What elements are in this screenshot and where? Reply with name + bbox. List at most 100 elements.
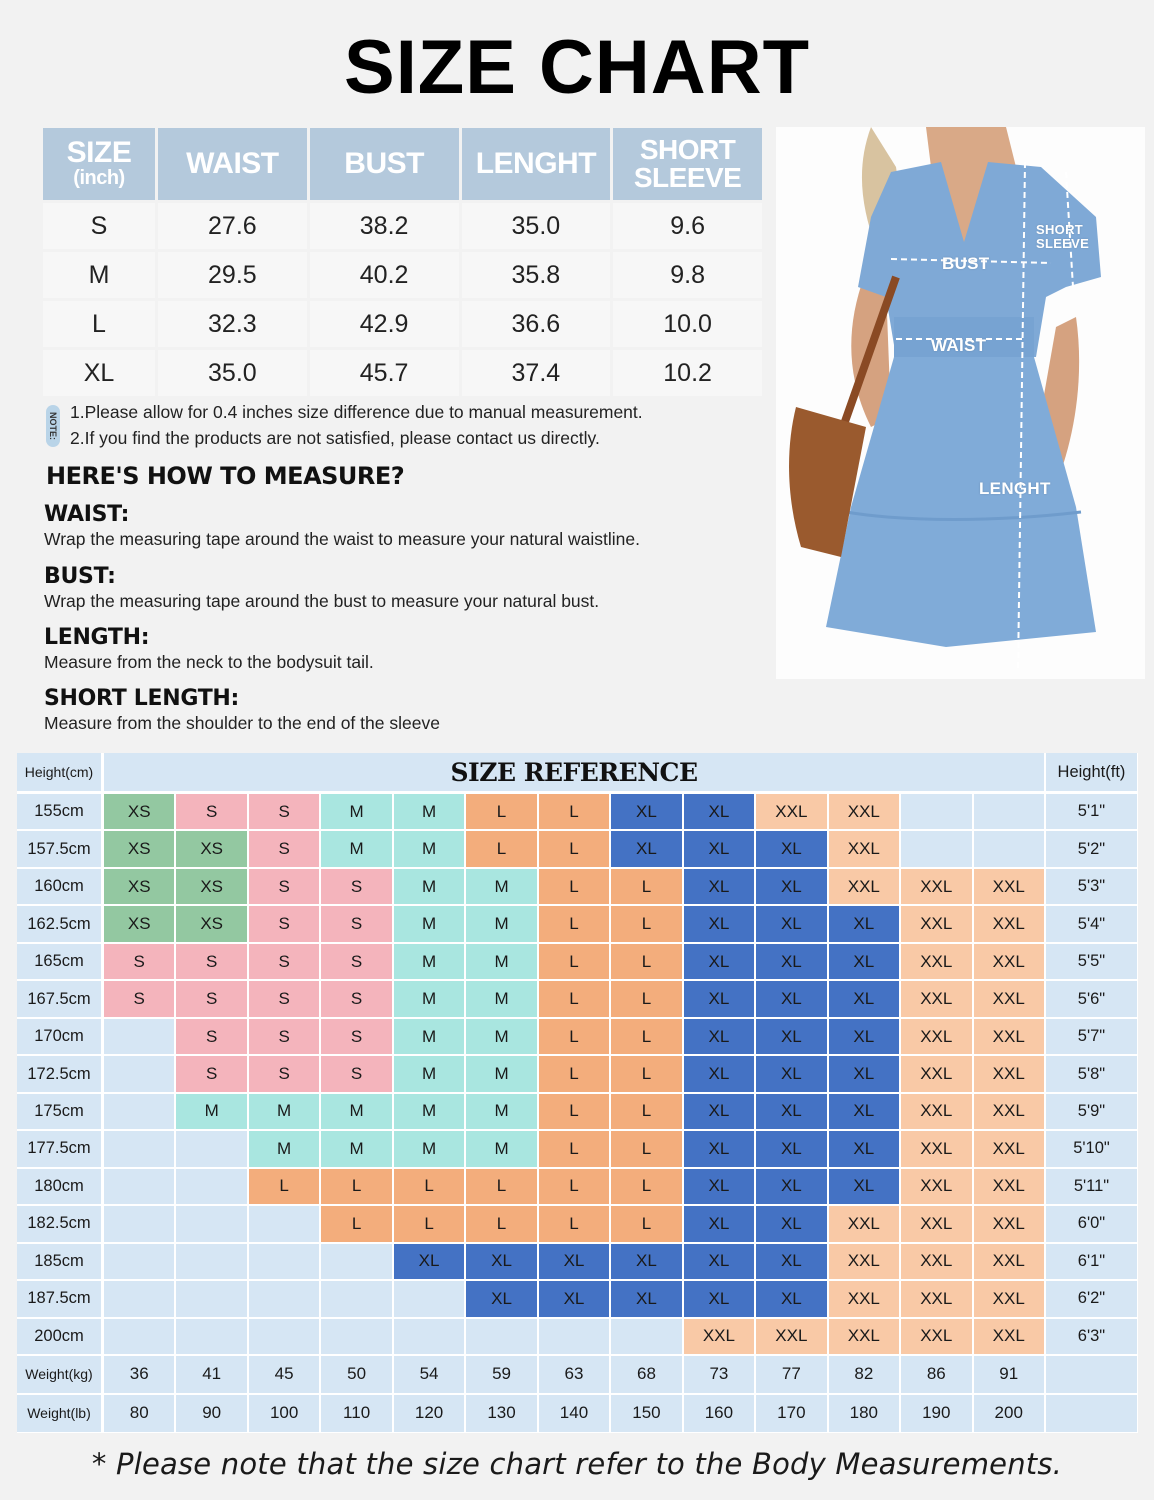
weight-kg-cell: 59 xyxy=(466,1356,537,1393)
short-sleeve-label: SHORT SLEEVE xyxy=(1036,222,1090,251)
size-cell-xxl: XXL xyxy=(901,1168,972,1205)
size-cell-xl: XL xyxy=(538,1281,610,1317)
size-cell-xl: XL xyxy=(683,906,755,942)
size-cell-xl: XL xyxy=(611,794,682,830)
weight-lb-cell: 190 xyxy=(901,1394,972,1432)
measurement-cell: 10.2 xyxy=(613,350,762,396)
empty-cell xyxy=(248,1281,320,1317)
height-ft-cell: 6'0" xyxy=(1045,1206,1137,1242)
height-cm-cell: 175cm xyxy=(17,1093,101,1130)
height-cm-cell: 165cm xyxy=(17,943,101,980)
size-cell-xl: XL xyxy=(466,1281,537,1317)
size-cell-xl: XL xyxy=(683,981,755,1017)
empty-cell xyxy=(104,1243,175,1280)
height-ft-cell: 6'3" xyxy=(1045,1318,1137,1355)
inch-table-header: SIZE (inch) WAIST BUST LENGHT SHORT SLEEVE xyxy=(43,128,762,200)
measure-description: Measure from the shoulder to the end of … xyxy=(44,713,440,733)
size-cell-xl: XL xyxy=(756,1018,827,1055)
size-cell-xxl: XXL xyxy=(901,1018,972,1055)
size-cell-xxl: XXL xyxy=(901,943,972,980)
height-cm-cell: 157.5cm xyxy=(17,831,101,867)
size-cell-xl: XL xyxy=(466,1243,537,1280)
size-cell-xxl: XXL xyxy=(828,831,900,867)
size-cell-s: S xyxy=(176,1056,247,1092)
empty-cell xyxy=(104,1281,175,1317)
empty-cell xyxy=(321,1318,392,1355)
empty-cell xyxy=(176,1168,247,1205)
empty-cell xyxy=(248,1243,320,1280)
size-cell-m: M xyxy=(176,1093,247,1130)
measurement-cell: 35.0 xyxy=(461,203,611,249)
size-cell-xxl: XXL xyxy=(973,906,1044,942)
size-cell-s: S xyxy=(176,794,247,830)
size-cell-l: L xyxy=(611,1206,682,1242)
weight-kg-cell: 41 xyxy=(176,1356,247,1393)
size-cell-m: M xyxy=(321,1131,392,1167)
weight-kg-cell: 91 xyxy=(973,1356,1044,1393)
measure-description: Wrap the measuring tape around the bust … xyxy=(44,591,600,611)
dress-model-photo: SHORT SLEEVE BUST WAIST LENGHT xyxy=(776,127,1145,679)
measure-heading: LENGTH: xyxy=(44,625,150,650)
measurement-cell: 38.2 xyxy=(309,203,459,249)
footer-note: * Please note that the size chart refer … xyxy=(91,1447,1063,1481)
size-cell-s: S xyxy=(248,906,320,942)
size-cell-xl: XL xyxy=(756,906,827,942)
size-cell-xxl: XXL xyxy=(901,1131,972,1167)
size-cell-l: L xyxy=(466,1206,537,1242)
size-cell-xl: XL xyxy=(683,1056,755,1092)
weight-kg-cell: 73 xyxy=(683,1356,755,1393)
size-cell-s: S xyxy=(248,981,320,1017)
size-cell-s: S xyxy=(248,1018,320,1055)
size-cell-xl: XL xyxy=(393,1243,465,1280)
size-cell-xl: XL xyxy=(683,1206,755,1242)
weight-kg-cell: 36 xyxy=(104,1356,175,1393)
header-short-sleeve: SHORT SLEEVE xyxy=(613,128,762,200)
note-badge: NOTE: xyxy=(46,405,60,447)
size-cell-m: M xyxy=(321,831,392,867)
height-cm-cell: 187.5cm xyxy=(17,1281,101,1317)
size-cell-xxl: XXL xyxy=(828,1206,900,1242)
size-cell-l: L xyxy=(321,1206,392,1242)
size-cell-xxl: XXL xyxy=(901,1281,972,1317)
size-cell-l: L xyxy=(538,906,610,942)
size-cell-xl: XL xyxy=(828,981,900,1017)
measure-heading: SHORT LENGTH: xyxy=(44,686,240,711)
weight-lb-cell: 130 xyxy=(466,1394,537,1432)
size-cell-l: L xyxy=(393,1168,465,1205)
size-cell-l: L xyxy=(538,943,610,980)
size-cell-xs: XS xyxy=(104,868,175,905)
size-cell-m: M xyxy=(466,981,537,1017)
size-cell-s: S xyxy=(248,831,320,867)
size-cell-xxl: XXL xyxy=(973,943,1044,980)
empty-cell xyxy=(104,1018,175,1055)
weight-lb-cell: 140 xyxy=(538,1394,610,1432)
size-cell-s: S xyxy=(248,1056,320,1092)
size-cell-xxl: XXL xyxy=(901,906,972,942)
size-cell-xxl: XXL xyxy=(973,981,1044,1017)
weight-lb-cell: 80 xyxy=(104,1394,175,1432)
size-cell-xs: XS xyxy=(176,906,247,942)
size-cell-xl: XL xyxy=(756,981,827,1017)
size-cell-xl: XL xyxy=(828,1131,900,1167)
size-cell-xl: XL xyxy=(683,831,755,867)
size-cell-xl: XL xyxy=(683,1168,755,1205)
empty-cell xyxy=(104,1168,175,1205)
measurement-cell: 42.9 xyxy=(309,301,459,347)
weight-lb-cell: 180 xyxy=(828,1394,900,1432)
height-cm-cell: 182.5cm xyxy=(17,1206,101,1242)
size-cell-m: M xyxy=(466,868,537,905)
measurement-cell: 35.0 xyxy=(158,350,307,396)
size-cell-s: S xyxy=(176,943,247,980)
size-cell-m: M xyxy=(248,1093,320,1130)
size-cell-l: L xyxy=(538,868,610,905)
size-cell-xl: XL xyxy=(683,868,755,905)
size-cell-m: M xyxy=(321,1093,392,1130)
height-cm-cell: 170cm xyxy=(17,1018,101,1055)
note-line-2: 2.If you find the products are not satis… xyxy=(70,428,600,448)
measure-bust: BUST: Wrap the measuring tape around the… xyxy=(44,564,764,612)
weight-lb-cell: 110 xyxy=(321,1394,392,1432)
size-cell-xl: XL xyxy=(828,1168,900,1205)
measure-heading: WAIST: xyxy=(44,502,130,527)
size-cell-xl: XL xyxy=(828,906,900,942)
size-cell-m: M xyxy=(466,943,537,980)
